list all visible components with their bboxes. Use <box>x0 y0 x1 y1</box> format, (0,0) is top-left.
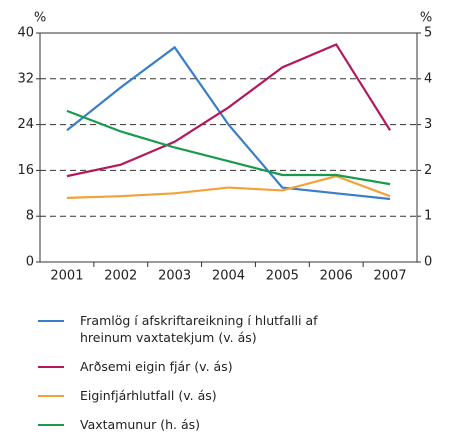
series-line <box>66 45 391 201</box>
y2-tick-label: 0 <box>424 255 432 270</box>
legend-swatch <box>38 366 64 368</box>
x-tick-label: 2002 <box>104 269 137 284</box>
legend-item: Eiginfjárhlutfall (v. ás) <box>36 387 336 404</box>
legend-swatch <box>38 395 64 397</box>
series-line <box>66 109 391 186</box>
x-tick-label: 2006 <box>320 269 353 284</box>
legend-label: Vaxtamunur (h. ás) <box>80 417 201 432</box>
x-tick-label: 2004 <box>212 269 245 284</box>
legend-item: Framlög í afskriftareikning í hlutfalli … <box>36 312 336 346</box>
legend: Framlög í afskriftareikning í hlutfalli … <box>36 312 336 445</box>
page: {"chart_data": {"type": "line", "y_label… <box>17 10 433 432</box>
legend-swatch <box>38 424 64 426</box>
y-tick-label: 40 <box>17 26 34 41</box>
legend-label: Eiginfjárhlutfall (v. ás) <box>80 388 217 403</box>
y2-tick-label: 3 <box>424 117 432 132</box>
legend-swatch <box>38 320 64 322</box>
legend-label: Arðsemi eigin fjár (v. ás) <box>80 359 233 374</box>
legend-label: Framlög í afskriftareikning í hlutfalli … <box>80 313 318 345</box>
y-tick-label: 16 <box>17 163 34 178</box>
y2-tick-label: 4 <box>424 71 432 86</box>
x-tick-label: 2005 <box>266 269 299 284</box>
y-tick-label: 32 <box>17 71 34 86</box>
y2-axis-label: % <box>420 11 432 26</box>
legend-item: Arðsemi eigin fjár (v. ás) <box>36 358 336 375</box>
y-tick-label: 8 <box>26 209 34 224</box>
x-tick-label: 2003 <box>158 269 191 284</box>
y2-tick-label: 5 <box>424 26 432 41</box>
y-tick-label: 24 <box>17 117 34 132</box>
chart: % % 0 8 16 24 32 40 0 1 2 3 4 5 2001 2002 2003 2004 2005… <box>17 11 432 284</box>
x-tick-label: 2007 <box>374 269 407 284</box>
legend-item: Vaxtamunur (h. ás) <box>36 416 336 433</box>
y-tick-label: 0 <box>26 255 34 270</box>
series-line <box>66 43 392 178</box>
y2-tick-label: 1 <box>424 209 432 224</box>
y-axis-label: % <box>34 11 46 26</box>
series-line <box>66 174 391 199</box>
y2-tick-label: 2 <box>424 163 432 178</box>
x-tick-label: 2001 <box>50 269 83 284</box>
